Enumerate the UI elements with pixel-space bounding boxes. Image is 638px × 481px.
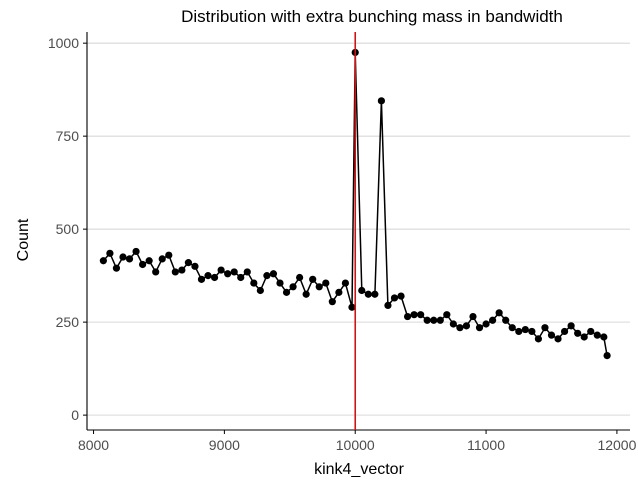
data-point	[125, 255, 134, 263]
x-tick-label: 10000	[336, 437, 375, 453]
data-point	[423, 316, 431, 324]
data-point	[269, 270, 278, 278]
data-point	[322, 279, 330, 287]
data-point	[456, 324, 464, 332]
data-point	[289, 283, 297, 291]
data-point	[263, 272, 271, 280]
data-point	[560, 327, 569, 336]
data-point	[250, 279, 258, 287]
data-point	[152, 268, 160, 276]
data-point	[184, 259, 193, 267]
data-point	[469, 312, 477, 321]
data-point	[165, 251, 173, 259]
data-point	[328, 298, 336, 306]
data-point	[515, 327, 523, 336]
data-point	[502, 316, 510, 324]
data-point	[462, 322, 471, 330]
y-tick-label: 1000	[48, 35, 79, 51]
data-point	[99, 257, 107, 265]
data-point	[243, 268, 251, 276]
data-point	[554, 335, 562, 343]
data-point	[256, 286, 264, 295]
data-point	[302, 290, 310, 298]
data-point	[574, 329, 582, 337]
data-point	[341, 279, 350, 287]
data-point	[449, 320, 457, 328]
data-point	[315, 283, 323, 291]
chart-title: Distribution with extra bunching mass in…	[181, 7, 563, 26]
data-point	[348, 303, 356, 311]
data-point	[364, 290, 372, 298]
data-point	[436, 316, 444, 324]
data-point	[403, 312, 412, 321]
data-point	[528, 327, 536, 336]
data-point	[132, 247, 140, 256]
data-point	[475, 324, 484, 332]
data-point	[358, 286, 366, 295]
data-point	[191, 262, 199, 270]
data-point	[430, 316, 438, 324]
data-point	[296, 273, 304, 282]
y-tick-label: 250	[56, 314, 80, 330]
data-point	[139, 260, 147, 269]
data-point	[567, 322, 575, 330]
data-point	[335, 288, 343, 296]
data-point	[541, 324, 549, 332]
x-axis-title: kink4_vector	[314, 461, 404, 478]
x-tick-label: 12000	[597, 437, 636, 453]
data-point	[489, 316, 497, 324]
y-tick-label: 500	[56, 221, 80, 237]
data-point	[397, 292, 405, 300]
data-point	[377, 97, 385, 105]
data-point	[106, 249, 114, 257]
data-point	[482, 320, 490, 328]
data-point	[217, 266, 225, 274]
data-point	[210, 273, 219, 282]
data-point	[547, 331, 556, 339]
data-point	[178, 266, 186, 274]
data-point	[171, 268, 179, 276]
axes	[86, 32, 630, 431]
data-point	[119, 253, 127, 261]
y-axis-title: Count	[15, 218, 32, 261]
axis-ticks: 0 250 500 750 1000 8000 9000 10000 11000 12000	[48, 35, 637, 453]
data-point	[145, 257, 153, 265]
data-point	[580, 333, 588, 341]
data-point	[417, 311, 425, 319]
data-point	[384, 301, 392, 309]
data-series	[99, 32, 611, 430]
x-tick-label: 9000	[209, 437, 240, 453]
data-point	[593, 331, 601, 339]
data-point	[587, 327, 595, 336]
y-tick-label: 0	[71, 407, 79, 423]
data-point	[603, 352, 611, 360]
data-point	[158, 255, 166, 263]
data-point	[410, 311, 418, 319]
x-tick-label: 11000	[467, 437, 505, 453]
y-tick-label: 750	[56, 128, 80, 144]
data-point	[237, 273, 245, 282]
data-point	[197, 275, 206, 283]
data-point	[600, 333, 608, 341]
data-point	[371, 290, 379, 298]
gridlines	[87, 42, 630, 416]
x-tick-label: 8000	[78, 437, 109, 453]
data-point	[309, 275, 317, 283]
data-point	[204, 272, 212, 280]
data-point	[224, 270, 232, 278]
data-point	[276, 279, 284, 287]
data-point	[495, 309, 503, 317]
data-point	[443, 311, 451, 319]
data-point	[534, 335, 543, 343]
data-point	[230, 268, 238, 276]
data-point	[390, 294, 399, 302]
data-point	[282, 288, 291, 296]
data-point	[112, 264, 121, 272]
data-point	[521, 325, 529, 334]
data-point	[508, 324, 516, 332]
